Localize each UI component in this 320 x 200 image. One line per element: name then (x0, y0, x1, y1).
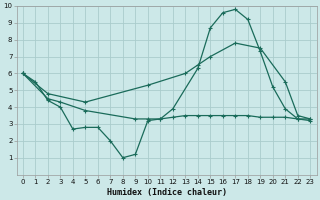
X-axis label: Humidex (Indice chaleur): Humidex (Indice chaleur) (107, 188, 227, 197)
